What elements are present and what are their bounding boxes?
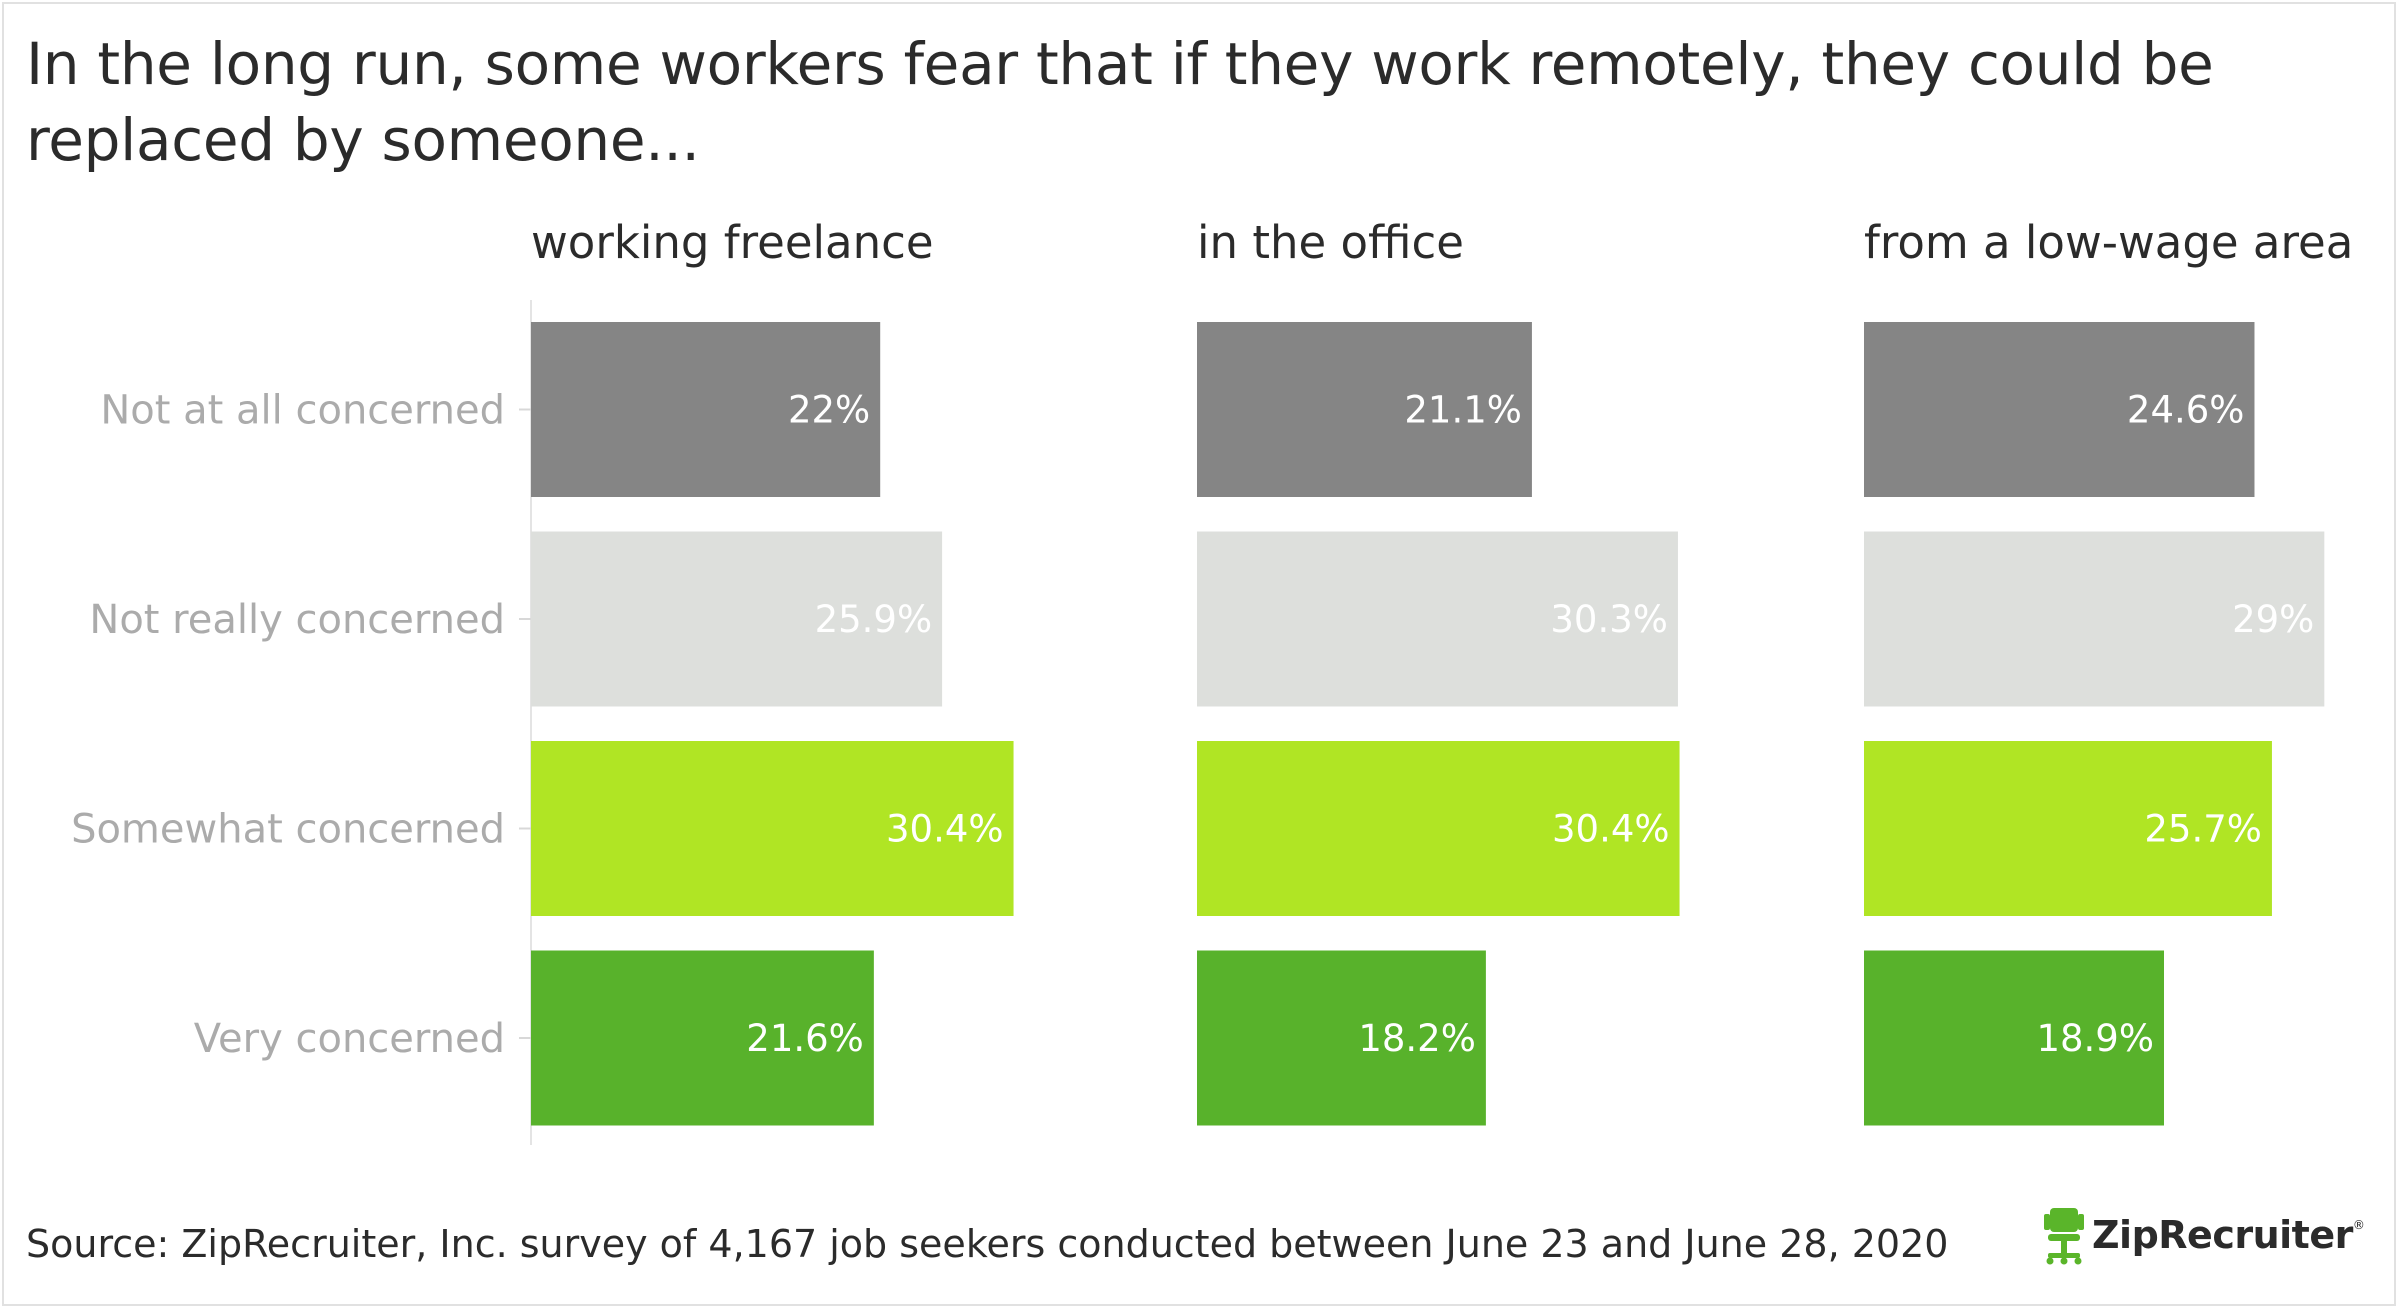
logo-text: ZipRecruiter: [2092, 1213, 2353, 1257]
bar-value-label: 18.2%: [1358, 1017, 1476, 1060]
bar-value-label: 21.6%: [746, 1017, 864, 1060]
chair-icon: [2044, 1208, 2084, 1265]
bar: [1197, 741, 1680, 916]
bar: [1197, 531, 1678, 707]
category-label: Somewhat concerned: [71, 807, 505, 853]
source-note: Source: ZipRecruiter, Inc. survey of 4,1…: [26, 1222, 1949, 1266]
logo-registered-mark: ®: [2352, 1218, 2365, 1232]
category-label: Not really concerned: [89, 597, 505, 643]
bar: [531, 741, 1014, 916]
bar: [1864, 950, 2164, 1126]
bar-value-label: 25.9%: [815, 598, 933, 641]
bar: [531, 322, 881, 497]
bar-value-label: 18.9%: [2036, 1017, 2154, 1060]
bar-value-label: 25.7%: [2144, 808, 2262, 851]
bar: [1864, 531, 2325, 707]
panel-title: in the office: [1197, 216, 1464, 269]
panel-title: working freelance: [531, 216, 934, 269]
bar: [1197, 950, 1486, 1126]
bar-value-label: 30.4%: [886, 808, 1004, 851]
category-label: Very concerned: [194, 1016, 505, 1062]
bar: [1197, 322, 1532, 497]
bar: [1864, 322, 2255, 497]
panel-title: from a low-wage area: [1864, 216, 2353, 269]
bar: [531, 950, 874, 1126]
bar: [1864, 741, 2272, 916]
bar-value-label: 22%: [788, 389, 870, 432]
bar-value-label: 30.4%: [1552, 808, 1670, 851]
bar-value-label: 21.1%: [1404, 389, 1522, 432]
bar-value-label: 29%: [2232, 598, 2314, 641]
bar-value-label: 30.3%: [1550, 598, 1668, 641]
bar: [531, 531, 943, 707]
chart-title: In the long run, some workers fear that …: [26, 30, 2214, 174]
category-label: Not at all concerned: [100, 388, 505, 434]
ziprecruiter-logo: ZipRecruiter ®: [2040, 1200, 2365, 1270]
bar-value-label: 24.6%: [2127, 389, 2245, 432]
